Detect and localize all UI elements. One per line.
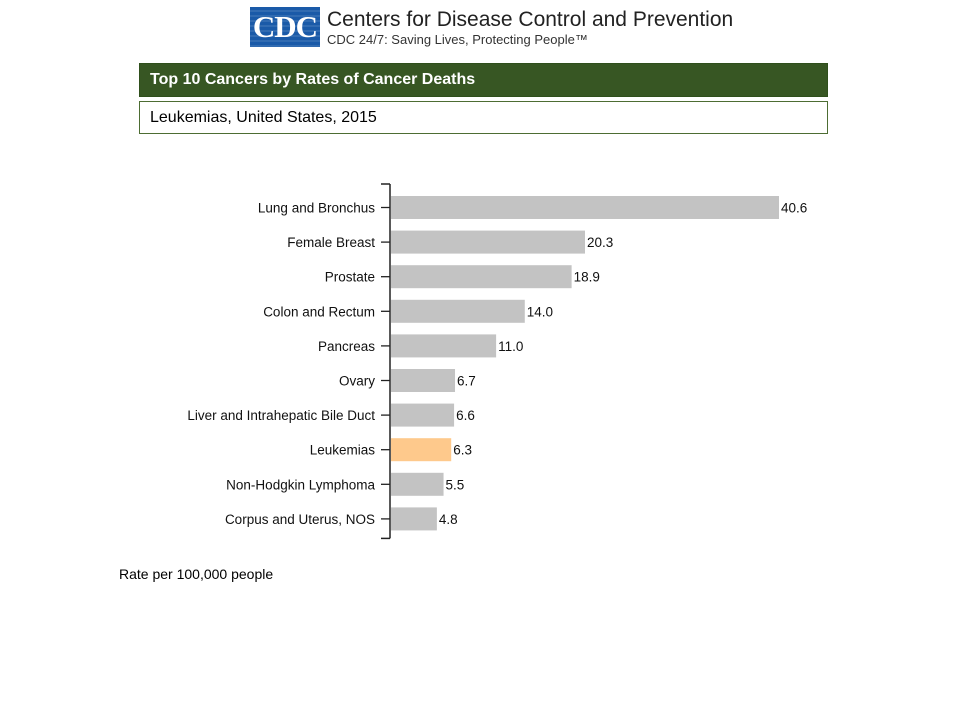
category-label: Ovary — [339, 374, 375, 389]
category-label: Female Breast — [287, 235, 375, 250]
chart-title: Top 10 Cancers by Rates of Cancer Deaths — [150, 71, 476, 88]
bar-non-hodgkin-lymphoma — [391, 472, 444, 496]
chart-subtitle: Leukemias, United States, 2015 — [150, 108, 377, 126]
value-label: 6.3 — [453, 443, 472, 458]
value-label: 6.7 — [457, 374, 476, 389]
value-label: 40.6 — [781, 201, 807, 216]
cdc-logo-mark-text: CDC — [252, 9, 318, 44]
category-label: Pancreas — [318, 339, 375, 354]
agency-name: Centers for Disease Control and Preventi… — [327, 7, 734, 31]
value-label: 20.3 — [587, 235, 613, 250]
cdc-logo-text: Centers for Disease Control and Preventi… — [327, 9, 733, 46]
bar-prostate — [391, 265, 572, 289]
category-label: Leukemias — [310, 443, 376, 458]
category-label: Liver and Intrahepatic Bile Duct — [187, 408, 375, 423]
chart-subtitle-box: Leukemias, United States, 2015 — [139, 101, 828, 134]
bar-ovary — [391, 369, 456, 392]
value-label: 11.0 — [498, 339, 523, 354]
bar-liver-and-intrahepatic-bile-duct — [391, 403, 455, 427]
category-label: Lung and Bronchus — [258, 201, 375, 216]
value-label: 4.8 — [439, 512, 458, 527]
category-label: Prostate — [325, 270, 375, 285]
value-label: 5.5 — [446, 477, 465, 492]
value-label: 18.9 — [574, 270, 600, 285]
bar-pancreas — [391, 334, 497, 358]
category-label: Corpus and Uterus, NOS — [225, 512, 375, 527]
cdc-logo-mark: CDC — [250, 7, 320, 47]
agency-tagline: CDC 24/7: Saving Lives, Protecting Peopl… — [327, 31, 588, 47]
chart-title-bar: Top 10 Cancers by Rates of Cancer Deaths — [139, 63, 828, 97]
rate-footnote: Rate per 100,000 people — [119, 566, 274, 582]
value-label: 6.6 — [456, 408, 475, 423]
category-label: Non-Hodgkin Lymphoma — [226, 477, 375, 492]
bar-colon-and-rectum — [391, 299, 525, 323]
bar-corpus-and-uterus-nos — [391, 507, 437, 531]
bar-female-breast — [391, 230, 585, 254]
value-label: 14.0 — [527, 304, 553, 319]
cdc-logo: CDC Centers for Disease Control and Prev… — [250, 6, 733, 48]
bar-lung-and-bronchus — [391, 196, 779, 219]
category-label: Colon and Rectum — [263, 304, 375, 319]
bar-leukemias — [391, 438, 452, 462]
